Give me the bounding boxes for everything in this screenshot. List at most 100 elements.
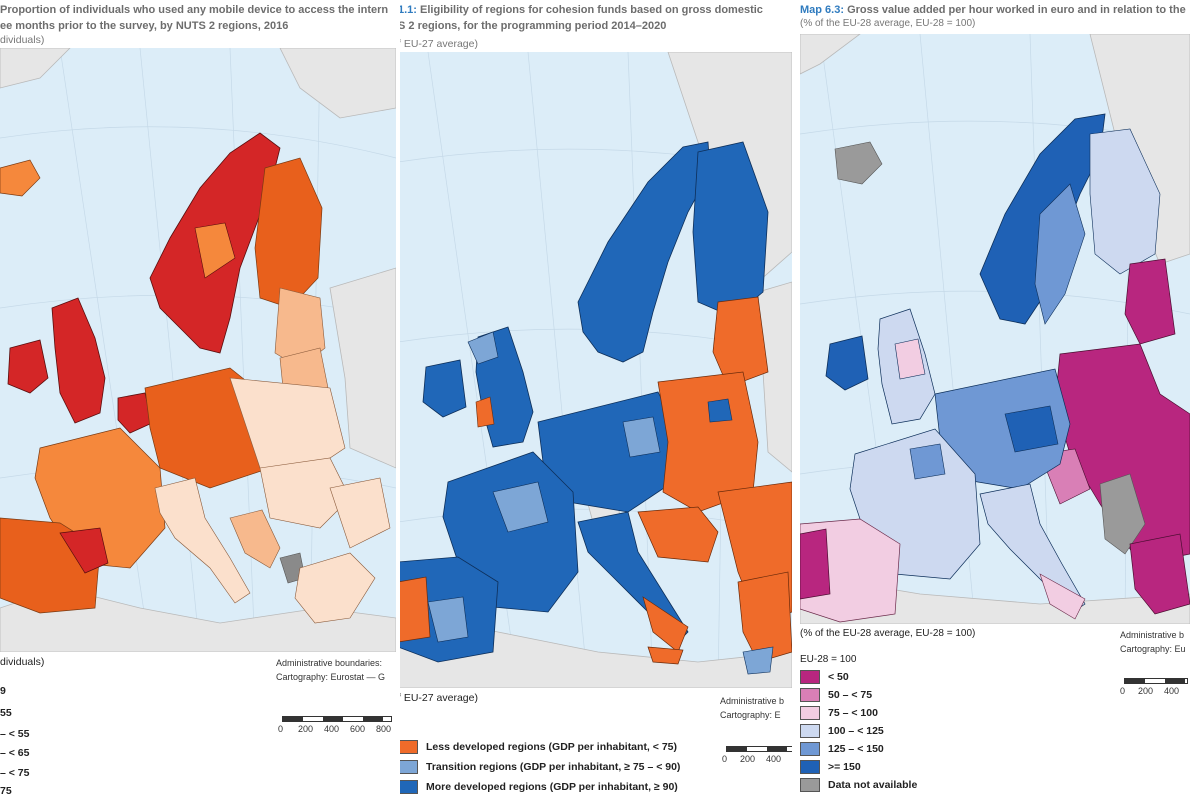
- region-sweden-mid: [194, 222, 236, 279]
- panel-divider: [793, 0, 797, 794]
- legend-swatch: [800, 706, 820, 720]
- panel1-legend-item: 55: [0, 707, 12, 719]
- panel3-legend-item: 50 – < 75: [800, 688, 872, 702]
- panel2-scale-bar: 0 200 400: [722, 742, 792, 770]
- panel3-legend-item: < 50: [800, 670, 849, 684]
- region-portugal: [800, 528, 831, 600]
- region-uk-north: [894, 338, 926, 380]
- region-hungary: [637, 506, 719, 563]
- panel3-legend-item: Data not available: [800, 778, 917, 792]
- panel1-scale-bar: 0 200 400 600 800: [278, 712, 392, 740]
- panel3-legend-item: 100 – < 125: [800, 724, 884, 738]
- panel1-subtitle: dividuals): [0, 34, 45, 46]
- region-finland: [254, 157, 323, 309]
- panel1-legend-item: 75: [0, 785, 12, 794]
- panel1-title: Proportion of individuals who used any m…: [0, 4, 389, 32]
- region-baltics: [1124, 258, 1176, 345]
- panel1-map: [0, 48, 396, 652]
- region-ireland: [422, 359, 467, 418]
- panel1-unit: dividuals): [0, 656, 45, 668]
- panel3-legend-item: 125 – < 150: [800, 742, 884, 756]
- panel3-scale-bar: 0 200 400: [1120, 674, 1188, 702]
- region-norway-sweden: [577, 141, 711, 363]
- panel3-legend-item: >= 150: [800, 760, 861, 774]
- scale-label: 0: [278, 724, 284, 734]
- region-germany-east: [622, 416, 661, 458]
- panel1-legend-item: 9: [0, 685, 6, 697]
- region-italy-south: [1039, 573, 1086, 620]
- panel3-credits: Administrative b Cartography: Eu: [1120, 630, 1186, 654]
- region-greece: [1129, 533, 1190, 615]
- panel2-unit: f EU-27 average): [398, 692, 478, 704]
- panel1-map-svg: [0, 48, 396, 652]
- region-warsaw: [707, 398, 733, 423]
- scale-label: 200: [1138, 686, 1154, 696]
- legend-swatch: [398, 780, 418, 794]
- panel-mobile-internet-map: Proportion of individuals who used any m…: [0, 0, 396, 794]
- panel2-title: 1.1: Eligibility of regions for cohesion…: [398, 4, 763, 32]
- region-paris: [909, 443, 946, 480]
- legend-swatch: [800, 760, 820, 774]
- panel3-unit: (% of the EU-28 average, EU-28 = 100): [800, 628, 976, 639]
- panel3-title: Map 6.3: Gross value added per hour work…: [800, 4, 1186, 29]
- panel-cohesion-funds-map: 1.1: Eligibility of regions for cohesion…: [398, 0, 792, 794]
- panel2-map: [398, 52, 792, 688]
- panel1-legend-item: – < 55: [0, 728, 30, 740]
- scale-label: 200: [298, 724, 314, 734]
- panel-gva-per-hour-map: Map 6.3: Gross value added per hour work…: [798, 0, 1190, 794]
- region-spain-transition: [427, 596, 469, 643]
- region-wales-cornwall: [475, 396, 495, 428]
- panel3-map: [800, 34, 1190, 624]
- panel2-legend-item: More developed regions (GDP per inhabita…: [398, 780, 678, 794]
- non-member-land: [800, 34, 1190, 624]
- panel2-credits: Administrative b Cartography: E: [720, 696, 785, 720]
- region-greece-bulgaria: [294, 552, 376, 624]
- scale-label: 800: [376, 724, 392, 734]
- scale-label: 200: [740, 754, 756, 764]
- legend-swatch: [800, 724, 820, 738]
- region-france-transition: [492, 481, 549, 533]
- region-italy: [154, 477, 251, 604]
- region-romania-east: [329, 477, 391, 549]
- region-hungary-romania: [259, 457, 351, 529]
- region-greece: [737, 571, 792, 663]
- panel2-legend-item: Less developed regions (GDP per inhabita…: [398, 740, 677, 754]
- legend-swatch: [398, 760, 418, 774]
- region-iceland: [0, 159, 41, 197]
- region-iceland: [834, 141, 883, 185]
- panel3-legend-header: EU-28 = 100: [800, 654, 857, 665]
- panel2-map-svg: [398, 52, 792, 688]
- region-benelux: [117, 392, 153, 434]
- panel-divider: [396, 0, 400, 794]
- legend-swatch: [398, 740, 418, 754]
- scale-label: 400: [766, 754, 782, 764]
- region-germany-south: [1004, 405, 1059, 453]
- panel2-legend-item: Transition regions (GDP per inhabitant, …: [398, 760, 680, 774]
- legend-swatch: [800, 778, 820, 792]
- scale-label: 600: [350, 724, 366, 734]
- region-ireland: [825, 335, 869, 391]
- panel1-legend-item: – < 65: [0, 747, 30, 759]
- panel2-subtitle: f EU-27 average): [398, 38, 478, 50]
- region-sweden: [1034, 183, 1086, 325]
- panel3-legend-item: 75 – < 100: [800, 706, 878, 720]
- panel1-credits: Administrative boundaries: Cartography: …: [276, 658, 386, 682]
- non-member-land: [0, 48, 396, 652]
- scale-label: 0: [1120, 686, 1126, 696]
- legend-swatch: [800, 688, 820, 702]
- panel1-legend-item: – < 75: [0, 767, 30, 779]
- region-ireland: [7, 339, 49, 394]
- scale-label: 400: [1164, 686, 1180, 696]
- region-sicily: [647, 646, 684, 665]
- region-croatia: [229, 509, 281, 569]
- region-scotland-north: [467, 331, 499, 365]
- panel3-map-svg: [800, 34, 1190, 624]
- region-balkans-no-data: [1099, 473, 1146, 555]
- legend-swatch: [800, 742, 820, 756]
- scale-label: 400: [324, 724, 340, 734]
- scale-label: 0: [722, 754, 728, 764]
- region-portugal: [398, 576, 431, 643]
- region-catalonia: [59, 527, 109, 574]
- region-baltics: [712, 296, 769, 388]
- legend-swatch: [800, 670, 820, 684]
